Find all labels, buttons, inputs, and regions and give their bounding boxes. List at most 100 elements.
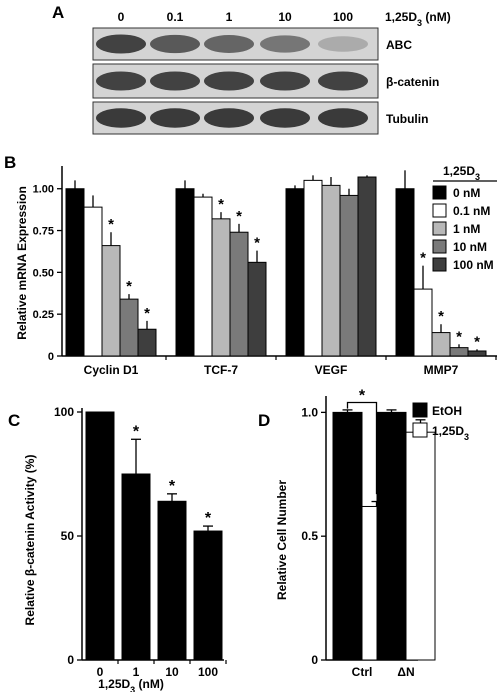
b-y-tick-label-0: 0	[48, 351, 54, 363]
blot-band-0-2	[204, 35, 254, 53]
b-sig-3-4: *	[474, 333, 480, 350]
blot-band-0-4	[318, 36, 368, 52]
d-sig-bracket	[346, 401, 378, 495]
b-bar-2-3	[339, 194, 359, 357]
blot-band-0-0	[96, 34, 146, 54]
b-legend-entry-4: 100 nM	[453, 258, 494, 272]
b-bar-1-3	[229, 231, 249, 357]
panel-b-plot: 0 0.25 0.50 0.75 1.00 * * * Cyclin D1 * * * TCF-7 VEG…	[33, 164, 497, 377]
b-legend-swatch-2	[432, 221, 447, 236]
b-y-tick-label-2: 0.50	[33, 267, 54, 279]
blot-band-1-4	[318, 71, 368, 91]
blot-band-1-1	[150, 71, 200, 91]
b-y-tick-label-3: 0.75	[33, 226, 54, 238]
b-x-label-0: Cyclin D1	[84, 363, 139, 377]
panel-c-plot: 0 50 100 0 * 1 * 10 * 100	[54, 405, 227, 679]
c-y-tick-label-1: 50	[61, 529, 75, 543]
panel-b-y-axis-label: Relative mRNA Expression	[15, 186, 29, 340]
b-bar-0-1	[83, 206, 103, 357]
b-bar-1-1	[193, 196, 213, 357]
panel-a-western-blot: A 0 0.1 1 10 100 1,25D3 (nM) ABC β-catenin Tub…	[52, 3, 451, 135]
d-bar-1-1	[405, 431, 436, 661]
c-sig-2: *	[169, 478, 176, 495]
b-legend-entry-3: 10 nM	[453, 240, 487, 254]
c-bar-1	[121, 473, 151, 661]
d-sig-marker: *	[359, 387, 366, 404]
b-bar-2-1	[303, 179, 323, 357]
b-sig-3-2: *	[438, 308, 444, 325]
b-bar-0-3	[119, 298, 139, 357]
d-bar-1-0	[376, 411, 407, 661]
conc-label-3: 10	[278, 10, 292, 24]
d-y-tick-label-1: 0.5	[301, 529, 318, 543]
b-legend-entry-2: 1 nM	[453, 222, 480, 236]
blot-band-2-4	[318, 108, 368, 128]
blot-band-0-1	[150, 34, 200, 54]
d-legend-entry-0: EtOH	[432, 404, 462, 418]
blot-band-2-3	[260, 108, 310, 128]
b-sig-1-4: *	[254, 235, 260, 252]
c-sig-3: *	[205, 510, 212, 527]
d-x-label-1: ΔN	[397, 665, 414, 679]
d-legend-swatch-0	[412, 402, 428, 418]
b-legend-swatch-1	[432, 203, 447, 218]
panel-d-cell-number-chart: D Relative Cell Number 0 0.5 1.0 Ctrl ΔN * EtO…	[258, 387, 469, 679]
c-bar-0	[85, 411, 115, 661]
blot-strips: ABC β-catenin Tubulin	[92, 27, 439, 135]
blot-band-2-2	[204, 108, 254, 128]
b-bar-3-2	[431, 332, 451, 357]
d-legend-swatch-1	[412, 422, 428, 438]
b-bar-0-0	[65, 188, 85, 357]
b-bar-2-0	[285, 188, 305, 357]
c-bar-3	[193, 530, 223, 661]
d-bar-0-0	[332, 411, 363, 661]
c-x-label-2: 10	[165, 665, 179, 679]
b-legend-swatch-4	[432, 257, 447, 272]
b-legend-entry-0: 0 nM	[453, 186, 480, 200]
c-x-label-0: 0	[97, 665, 104, 679]
blot-band-1-2	[204, 71, 254, 91]
b-legend-swatch-0	[432, 185, 447, 200]
b-sig-3-1: *	[420, 250, 426, 267]
panel-a-label: A	[52, 3, 64, 22]
b-legend-swatch-3	[432, 239, 447, 254]
panel-d-plot: 0 0.5 1.0 Ctrl ΔN * EtOH 1,25D3	[301, 387, 469, 679]
c-x-label-3: 100	[198, 665, 218, 679]
b-bar-3-4	[467, 350, 487, 357]
b-bar-2-2	[321, 184, 341, 357]
blot-label-2: Tubulin	[386, 112, 428, 126]
blot-band-2-0	[96, 108, 146, 128]
panel-d-label: D	[258, 411, 270, 430]
b-sig-0-2: *	[108, 216, 114, 233]
c-sig-1: *	[133, 423, 140, 440]
b-sig-1-2: *	[218, 196, 224, 213]
concentration-labels: 0 0.1 1 10 100	[118, 10, 354, 24]
b-sig-3-3: *	[456, 328, 462, 345]
panel-c-activity-chart: C Relative β-catenin Activity (%) 0 50 100…	[8, 405, 227, 692]
b-x-label-2: VEGF	[315, 363, 348, 377]
b-legend-entry-1: 0.1 nM	[453, 204, 490, 218]
blot-band-0-3	[260, 35, 310, 53]
b-sig-1-3: *	[236, 208, 242, 225]
panel-c-y-axis-label: Relative β-catenin Activity (%)	[23, 455, 37, 626]
blot-band-2-1	[150, 108, 200, 128]
d-y-tick-label-0: 0	[311, 653, 318, 667]
b-bar-3-1	[413, 288, 433, 357]
b-bar-0-2	[101, 245, 121, 357]
b-bar-1-0	[175, 188, 195, 357]
b-bar-1-4	[247, 261, 267, 357]
panel-b-label: B	[4, 153, 16, 172]
panel-c-x-axis-label: 1,25D3 (nM)	[98, 677, 164, 692]
blot-label-1: β-catenin	[386, 75, 439, 89]
b-sig-0-3: *	[126, 278, 132, 295]
b-bar-1-2	[211, 218, 231, 357]
conc-label-1: 0.1	[167, 10, 184, 24]
b-sig-0-4: *	[144, 305, 150, 322]
b-legend-title: 1,25D3	[443, 164, 480, 182]
panel-c-label: C	[8, 411, 20, 430]
b-bar-2-4	[357, 176, 377, 357]
b-bar-3-3	[449, 347, 469, 357]
b-x-label-3: MMP7	[424, 363, 459, 377]
b-y-tick-label-4: 1.00	[33, 184, 54, 196]
